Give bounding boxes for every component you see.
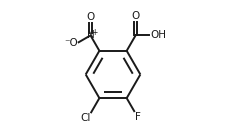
Text: Cl: Cl [80, 113, 91, 123]
Text: O: O [86, 12, 95, 22]
Text: +: + [91, 27, 97, 37]
Text: N: N [87, 30, 94, 40]
Text: F: F [135, 112, 141, 122]
Text: ⁻O: ⁻O [64, 38, 78, 48]
Text: OH: OH [150, 30, 166, 40]
Text: O: O [132, 11, 140, 21]
